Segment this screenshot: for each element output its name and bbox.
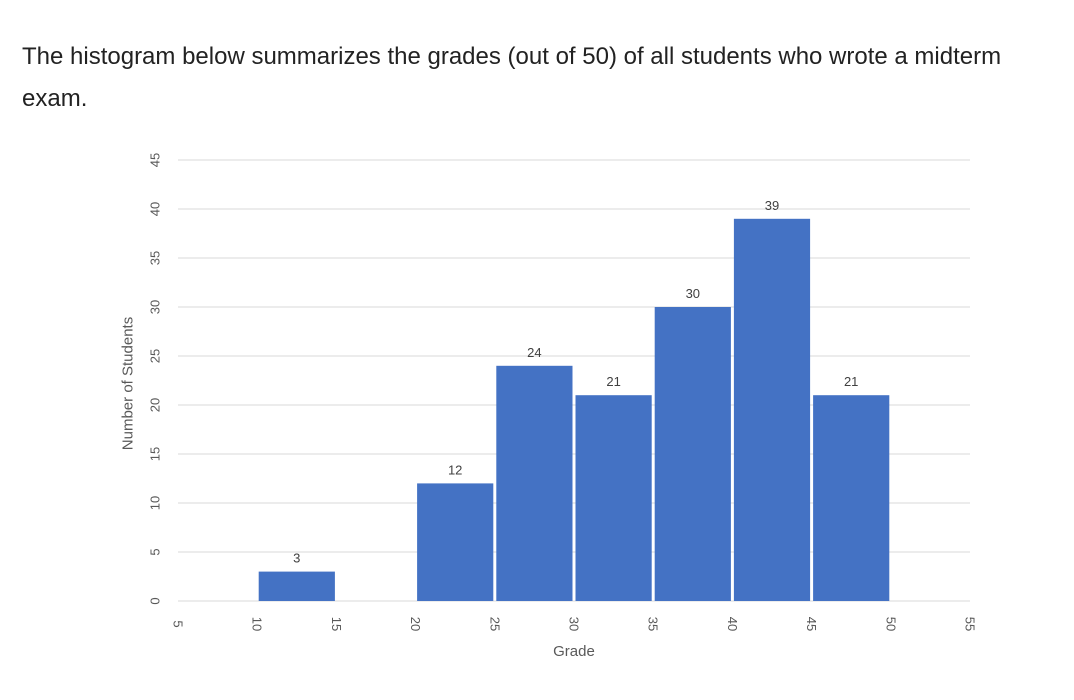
y-tick-label: 0 [148,597,163,604]
bar-data-label: 21 [606,374,620,389]
y-axis-ticks: 0 5 10 15 20 25 30 35 40 45 [148,153,163,605]
y-tick-label: 25 [148,349,163,363]
bar-data-label: 3 [293,551,300,566]
histogram-bar [258,571,335,601]
y-tick-label: 30 [148,300,163,314]
histogram-bar [733,218,811,602]
y-tick-label: 40 [148,202,163,216]
bar-data-label: 30 [686,286,700,301]
x-tick-label: 10 [250,617,265,631]
y-tick-label: 45 [148,153,163,167]
histogram-bar [813,395,890,601]
x-axis-ticks: 5 10 15 20 25 30 35 40 45 50 55 [171,617,978,631]
bar-data-label: 21 [844,374,858,389]
x-tick-label: 50 [883,617,898,631]
y-tick-label: 35 [148,251,163,265]
y-axis-title: Number of Students [120,317,137,450]
bars [258,218,890,602]
x-tick-label: 15 [329,617,344,631]
data-labels: 3 12 24 21 30 39 21 [293,198,858,566]
x-tick-label: 30 [567,617,582,631]
y-tick-label: 15 [148,447,163,461]
histogram-bar [417,483,494,601]
bar-data-label: 39 [765,198,779,213]
x-tick-label: 20 [408,617,423,631]
intro-text: The histogram below summarizes the grade… [22,43,1002,112]
x-tick-label: 25 [487,617,502,631]
histogram-bar [496,365,573,601]
x-axis-title: Grade [553,643,595,660]
x-tick-label: 45 [804,617,819,631]
histogram-bar [575,395,652,601]
y-tick-label: 20 [148,398,163,412]
bar-data-label: 24 [527,345,541,360]
y-tick-label: 5 [148,548,163,555]
x-tick-label: 55 [963,617,978,631]
bar-data-label: 12 [448,462,462,477]
y-tick-label: 10 [148,496,163,510]
x-tick-label: 40 [725,617,740,631]
x-tick-label: 5 [171,620,186,627]
x-tick-label: 35 [646,617,661,631]
histogram-bar [654,307,731,601]
